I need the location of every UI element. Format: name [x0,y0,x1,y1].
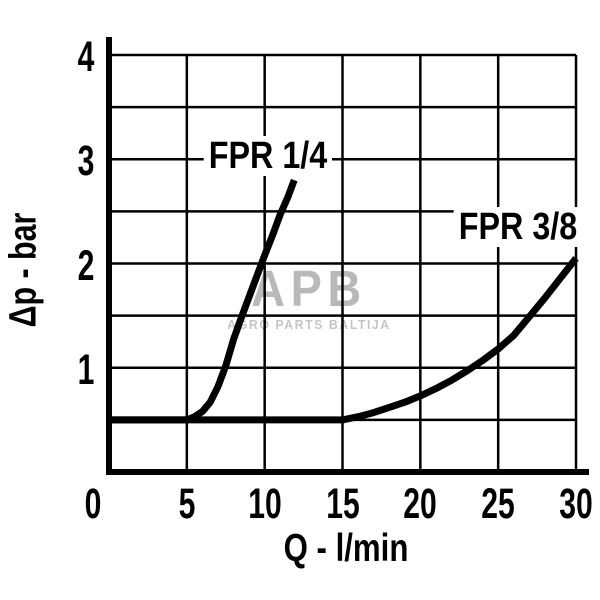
x-tick-label: 5 [178,480,196,528]
x-tick-label: 25 [481,480,515,528]
y-axis-title: Δp - bar [2,212,45,328]
x-tick-label: 30 [559,480,593,528]
y-tick-label: 3 [77,137,95,186]
y-tick-label: 2 [77,241,95,290]
x-tick-label: 15 [325,480,360,528]
x-tick-label: 20 [403,480,438,528]
curve-fpr-3-8 [109,256,579,424]
x-tick-label: 0 [84,480,102,528]
y-tick-label: 1 [77,345,95,394]
series-label-fpr-1-4: FPR 1/4 [203,136,333,176]
curve-fpr-1-4 [109,178,298,424]
x-tick-label: 10 [247,480,282,528]
series-label-fpr-3-8: FPR 3/8 [453,207,583,247]
watermark-subtitle: AGRO PARTS BALTIJA [227,317,391,332]
y-tick-label: 4 [77,33,95,81]
x-axis-title: Q - l/min [283,527,409,570]
